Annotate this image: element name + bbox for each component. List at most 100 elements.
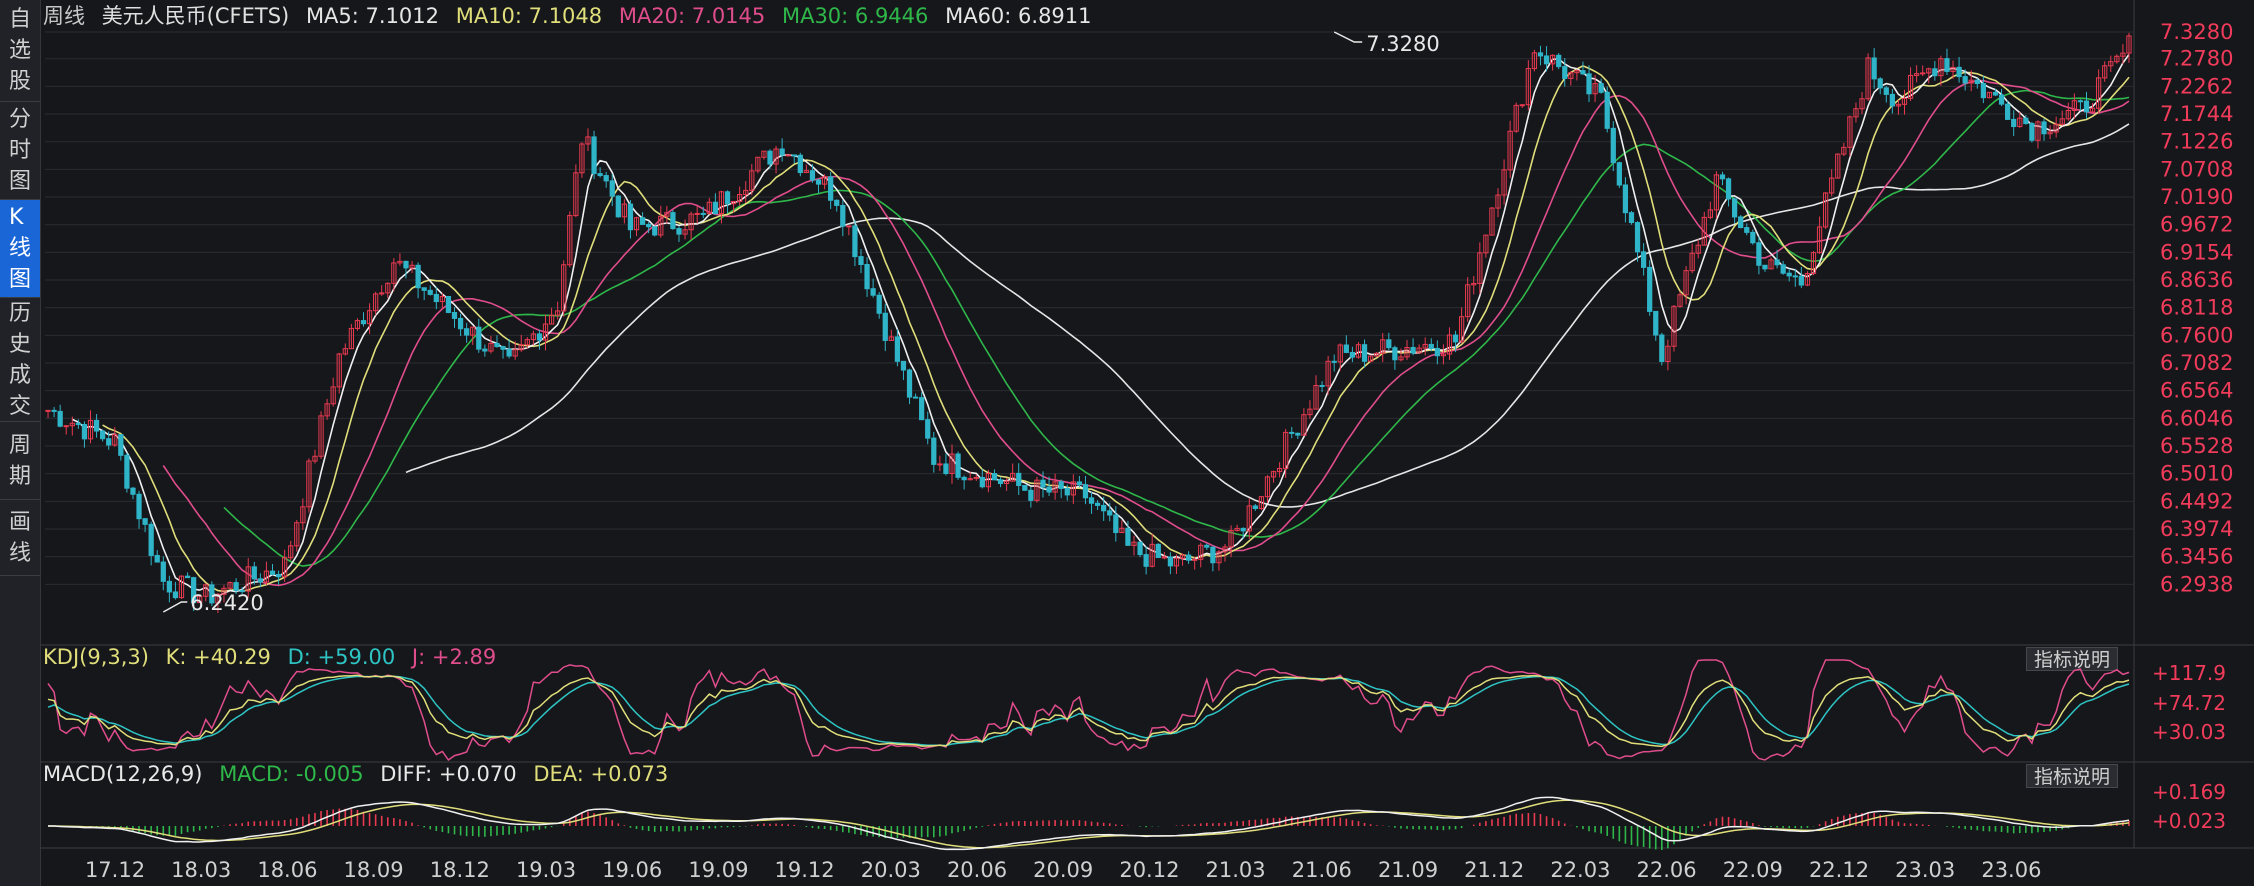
sidebar-tab-history[interactable]: 历史成交 [0, 298, 40, 422]
candle-body [1895, 103, 1902, 107]
candle-body [1986, 91, 1993, 99]
candle-body [1725, 178, 1732, 200]
ma30-label: MA30: 6.9446 [781, 4, 929, 28]
candle-body [1877, 78, 1883, 89]
candle-body [1683, 270, 1689, 296]
candle-body [263, 570, 270, 583]
candle-body [494, 342, 500, 348]
candle-body [1398, 356, 1404, 361]
candle-body [1689, 252, 1695, 272]
candle-body [1695, 244, 1701, 254]
candle-body [834, 199, 840, 206]
candle-body [615, 195, 621, 218]
kdj-axis-label: +74.72 [2152, 691, 2226, 715]
candle-body [1622, 184, 1629, 214]
sidebar-tab-intraday[interactable]: 分时图 [0, 102, 40, 200]
price-axis-label: 6.6046 [2160, 406, 2233, 430]
time-axis-label: 19.09 [688, 858, 748, 882]
candle-body [1319, 384, 1325, 387]
sidebar-tab-kline[interactable]: K线图 [0, 200, 40, 298]
candle-body [973, 476, 979, 480]
time-axis-label: 22.12 [1809, 858, 1869, 882]
candle-body [1804, 273, 1811, 286]
candle-body [1507, 130, 1513, 171]
macd-dea-line [48, 799, 2130, 849]
kdj-j: J: +2.89 [411, 645, 497, 669]
candle-body [609, 180, 615, 197]
candle-body [1446, 334, 1453, 355]
candle-body [530, 333, 537, 341]
time-axis-label: 19.06 [602, 858, 662, 882]
candle-body [961, 476, 967, 481]
candle-body [1610, 127, 1616, 164]
candle-body [1088, 497, 1095, 504]
sidebar-tab-period[interactable]: 周期 [0, 422, 40, 500]
candle-body [1204, 544, 1210, 548]
candle-body [1301, 414, 1307, 436]
candle-body [1926, 68, 1932, 74]
candle-body [2071, 100, 2077, 111]
candle-body [1343, 344, 1349, 353]
candle-body [555, 310, 561, 316]
candle-body [1501, 169, 1507, 196]
candle-body [360, 320, 367, 325]
price-axis-label: 7.1744 [2160, 102, 2233, 126]
candle-body [937, 463, 943, 466]
candle-body [761, 150, 767, 158]
low-label: 6.2420 [190, 591, 263, 615]
candle-body [870, 288, 876, 296]
candle-body [1392, 347, 1398, 361]
candle-body [227, 582, 233, 589]
candle-body [385, 282, 391, 294]
price-axis-label: 7.1226 [2160, 130, 2233, 154]
candle-body [542, 323, 549, 341]
candle-body [354, 320, 361, 329]
candle-body [470, 326, 476, 336]
time-axis-label: 18.06 [257, 858, 317, 882]
candle-body [670, 212, 676, 230]
candle-body [488, 342, 494, 352]
candle-body [1052, 481, 1058, 493]
candle-body [1228, 530, 1234, 548]
time-axis-label: 18.03 [171, 858, 231, 882]
sidebar-tab-watchlist[interactable]: 自选股 [0, 0, 40, 102]
candle-body [415, 264, 421, 289]
price-axis-label: 6.9672 [2160, 213, 2233, 237]
candle-body [1416, 347, 1422, 354]
candle-body [1762, 264, 1768, 270]
candle-body [676, 228, 682, 235]
candle-body [1161, 556, 1167, 559]
candle-body [1586, 73, 1592, 95]
candle-body [1465, 284, 1471, 318]
candle-body [251, 566, 257, 580]
candle-body [1028, 489, 1034, 501]
candle-body [1119, 527, 1125, 534]
price-axis-label: 7.2262 [2160, 74, 2233, 98]
candle-body [906, 369, 913, 398]
macd-help-button[interactable]: 指标说明 [2026, 764, 2118, 788]
candle-body [621, 203, 628, 218]
candle-body [1179, 554, 1186, 559]
candle-body [1471, 282, 1477, 286]
candle-body [1647, 266, 1653, 312]
ma10-line [102, 65, 2130, 593]
candle-body [591, 136, 597, 175]
candle-body [1823, 192, 1829, 228]
time-axis-label: 22.03 [1550, 858, 1610, 882]
candle-body [1780, 264, 1786, 274]
candle-body [840, 204, 846, 227]
candle-body [288, 545, 294, 559]
sidebar-tab-draw[interactable]: 画线 [0, 500, 40, 576]
price-axis-label: 6.7600 [2160, 323, 2233, 347]
candle-body [846, 225, 852, 228]
candle-body [100, 430, 106, 440]
kdj-k-line [47, 674, 2130, 748]
candle-body [900, 360, 907, 371]
candle-body [1580, 70, 1586, 75]
candle-body [409, 264, 415, 269]
candle-body [1719, 174, 1726, 180]
kdj-help-button[interactable]: 指标说明 [2026, 647, 2118, 671]
candle-body [767, 150, 773, 165]
candle-body [737, 194, 743, 202]
